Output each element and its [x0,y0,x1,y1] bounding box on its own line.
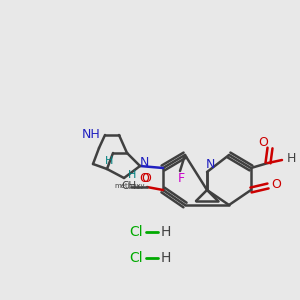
Text: Cl: Cl [129,225,143,239]
Text: methoxy: methoxy [115,183,145,189]
Text: O: O [271,178,281,190]
Text: O: O [141,172,151,185]
Text: F: F [177,172,184,185]
Text: H: H [161,225,171,239]
Text: Cl: Cl [129,251,143,265]
Text: O: O [258,136,268,148]
Text: H: H [286,152,296,166]
Text: CH₃: CH₃ [122,181,141,191]
Text: NH: NH [82,128,100,142]
Text: N: N [139,157,149,169]
Text: N: N [205,158,215,172]
Text: H: H [161,251,171,265]
Text: H: H [128,170,136,180]
Text: H: H [105,156,113,166]
Text: O: O [139,172,149,184]
